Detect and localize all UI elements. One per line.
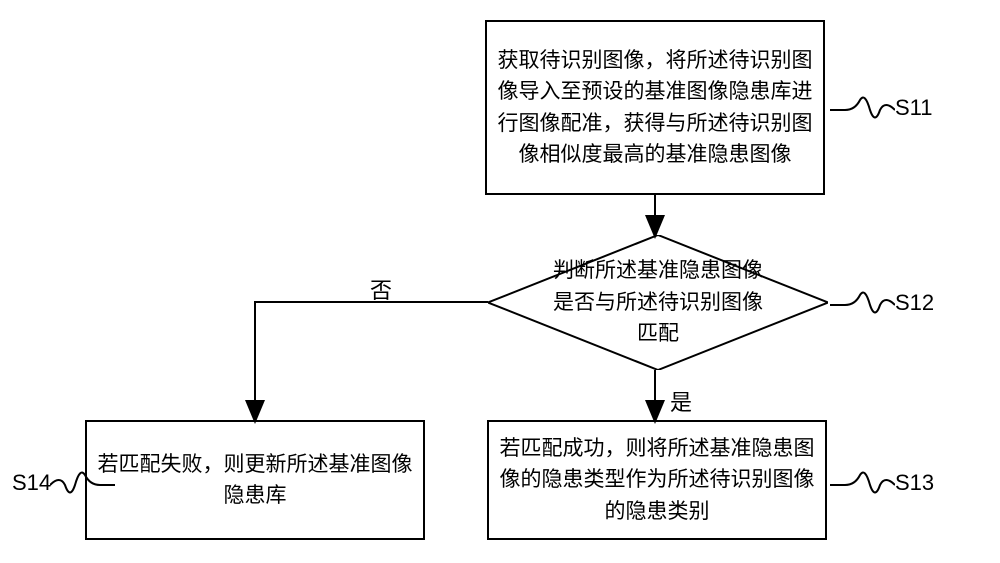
label-s12: S12: [895, 290, 934, 316]
node-s13: 若匹配成功，则将所述基准隐患图像的隐患类型作为所述待识别图像的隐患类别: [487, 420, 827, 540]
label-s13: S13: [895, 470, 934, 496]
label-s14: S14: [12, 470, 51, 496]
squiggle-s11: [830, 95, 895, 130]
node-s14: 若匹配失败，则更新所述基准图像隐患库: [85, 420, 425, 540]
node-s12-text: 判断所述基准隐患图像是否与所述待识别图像匹配: [543, 255, 773, 350]
edge-s12-s14: [255, 302, 488, 420]
squiggle-s14: [50, 470, 115, 505]
node-s12: 判断所述基准隐患图像是否与所述待识别图像匹配: [488, 235, 828, 370]
squiggle-s13: [830, 470, 895, 505]
node-s13-text: 若匹配成功，则将所述基准隐患图像的隐患类型作为所述待识别图像的隐患类别: [489, 427, 825, 534]
node-s11-text: 获取待识别图像，将所述待识别图像导入至预设的基准图像隐患库进行图像配准，获得与所…: [487, 39, 823, 177]
edge-label-yes: 是: [670, 385, 692, 417]
flowchart-canvas: 获取待识别图像，将所述待识别图像导入至预设的基准图像隐患库进行图像配准，获得与所…: [0, 0, 1000, 563]
label-s11: S11: [895, 95, 933, 121]
node-s11: 获取待识别图像，将所述待识别图像导入至预设的基准图像隐患库进行图像配准，获得与所…: [485, 20, 825, 195]
squiggle-s12: [830, 290, 895, 325]
edge-label-no: 否: [370, 273, 392, 305]
node-s14-text: 若匹配失败，则更新所述基准图像隐患库: [87, 443, 423, 518]
